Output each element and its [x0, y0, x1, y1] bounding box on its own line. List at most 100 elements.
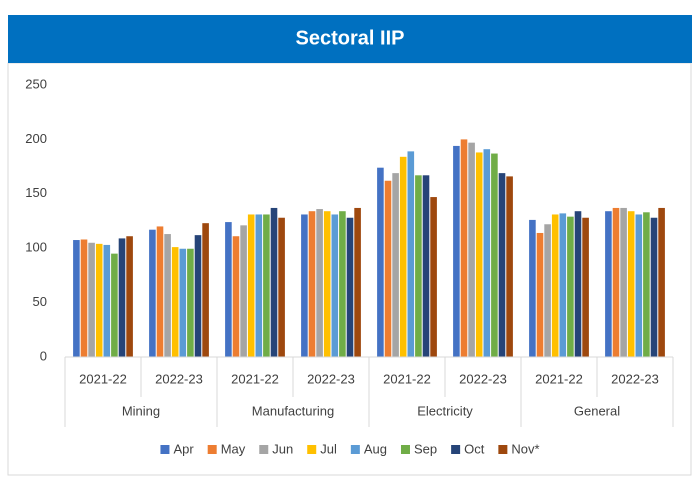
- y-tick-label: 50: [33, 294, 47, 309]
- x-tick-label: 2022-23: [459, 371, 507, 386]
- bar: [559, 213, 567, 357]
- x-tick-label: 2022-23: [155, 371, 203, 386]
- legend-swatch: [451, 445, 461, 454]
- bar: [255, 214, 263, 357]
- bar: [491, 153, 498, 357]
- bar: [460, 139, 468, 357]
- bar: [331, 214, 339, 357]
- x-tick-label: 2022-23: [307, 371, 355, 386]
- legend-label: Jun: [272, 441, 293, 456]
- legend-swatch: [307, 445, 317, 454]
- legend-swatch: [498, 445, 508, 454]
- legend-swatch: [400, 445, 410, 454]
- group-label: Manufacturing: [252, 403, 334, 418]
- bar: [627, 211, 635, 357]
- y-tick-label: 250: [25, 76, 47, 91]
- bar: [270, 207, 278, 357]
- legend-swatch: [259, 445, 269, 454]
- bar: [202, 223, 209, 357]
- bar: [354, 207, 361, 357]
- legend-label: Oct: [464, 441, 485, 456]
- bar: [392, 173, 399, 357]
- bar: [415, 175, 422, 357]
- bar: [574, 211, 582, 357]
- legend-label: Apr: [173, 441, 194, 456]
- bar: [384, 180, 392, 357]
- bar: [483, 149, 491, 357]
- x-tick-label: 2022-23: [611, 371, 659, 386]
- chart-title: Sectoral IIP: [296, 27, 405, 49]
- y-tick-label: 200: [25, 131, 47, 146]
- bar: [95, 243, 103, 357]
- group-label: Electricity: [417, 403, 473, 418]
- bar: [247, 214, 255, 357]
- bar: [506, 176, 513, 357]
- bar: [73, 240, 80, 357]
- bar: [635, 214, 643, 357]
- bar: [323, 211, 331, 357]
- bar: [377, 167, 384, 357]
- bar: [194, 235, 202, 357]
- bar: [551, 214, 559, 357]
- bar: [111, 253, 118, 357]
- bar: [240, 225, 247, 357]
- x-tick-label: 2021-22: [231, 371, 279, 386]
- bar: [407, 151, 415, 357]
- y-tick-label: 150: [25, 185, 47, 200]
- bar: [582, 217, 589, 357]
- bar: [80, 239, 88, 357]
- bar: [316, 209, 323, 357]
- bar: [301, 214, 308, 357]
- y-tick-label: 0: [40, 348, 47, 363]
- bar: [179, 248, 187, 357]
- bar: [453, 145, 460, 357]
- bar: [346, 217, 354, 357]
- bar: [498, 173, 506, 357]
- legend-swatch: [350, 445, 360, 454]
- bar: [658, 207, 665, 357]
- group-label: General: [574, 403, 620, 418]
- bar: [126, 236, 133, 357]
- bar: [308, 211, 316, 357]
- bar: [620, 207, 627, 357]
- x-tick-label: 2021-22: [383, 371, 431, 386]
- y-tick-label: 100: [25, 240, 47, 255]
- bar: [544, 224, 551, 357]
- bar: [430, 197, 437, 357]
- bar: [103, 244, 111, 357]
- bar: [643, 212, 650, 357]
- bar: [612, 207, 620, 357]
- bar: [164, 234, 171, 357]
- bar: [399, 156, 407, 357]
- legend-swatch: [207, 445, 217, 454]
- bar: [339, 211, 346, 357]
- bar: [605, 211, 612, 357]
- bar: [263, 214, 270, 357]
- bar: [171, 247, 179, 357]
- bar: [278, 217, 285, 357]
- legend-label: Aug: [364, 441, 387, 456]
- bar: [529, 219, 536, 357]
- bar: [149, 229, 156, 357]
- bar: [232, 236, 240, 357]
- bar: [650, 217, 658, 357]
- bar: [225, 222, 232, 357]
- bar: [468, 142, 475, 357]
- bar: [422, 175, 430, 357]
- bar: [156, 226, 164, 357]
- title-banner: [8, 15, 692, 63]
- legend-label: May: [221, 441, 246, 456]
- bar: [475, 152, 483, 357]
- bar: [118, 238, 126, 357]
- legend-label: Nov*: [511, 441, 539, 456]
- legend-label: Jul: [320, 441, 337, 456]
- legend-swatch: [160, 445, 170, 454]
- bar: [187, 248, 194, 357]
- bar: [88, 242, 95, 357]
- group-label: Mining: [122, 403, 160, 418]
- legend-label: Sep: [414, 441, 437, 456]
- bar: [536, 232, 544, 357]
- x-tick-label: 2021-22: [79, 371, 127, 386]
- bar: [567, 216, 574, 357]
